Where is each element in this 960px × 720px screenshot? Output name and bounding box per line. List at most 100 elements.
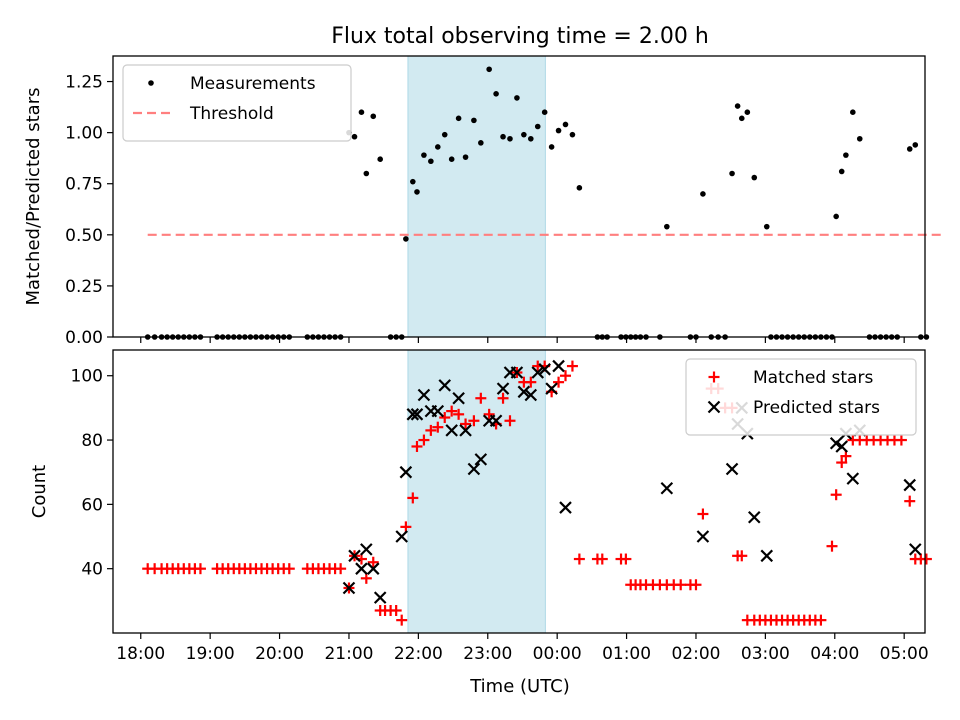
- measurement-point: [410, 178, 416, 185]
- x-tick-label: 21:00: [324, 644, 373, 664]
- x-tick-label: 19:00: [186, 644, 235, 664]
- legend-dot-icon: [148, 80, 154, 86]
- predicted-star-point: [410, 408, 424, 421]
- bottom-legend: Matched stars Predicted stars: [685, 358, 917, 436]
- measurement-point: [856, 135, 863, 142]
- predicted-star-point: [835, 440, 848, 453]
- matched-star-point: [468, 415, 480, 427]
- predicted-star-point: [395, 530, 408, 543]
- measurement-point: [734, 103, 741, 109]
- top-legend: Measurements Threshold: [122, 64, 352, 142]
- predicted-star-point: [760, 549, 774, 563]
- measurement-point: [363, 170, 370, 177]
- measurement-point: [493, 91, 499, 97]
- measurement-point: [403, 236, 409, 242]
- bottom-data-marks: [142, 359, 932, 626]
- matched-star-point: [194, 563, 206, 575]
- measurement-point: [500, 133, 506, 140]
- matched-star-point: [697, 508, 709, 520]
- measurement-point: [471, 117, 477, 124]
- y-tick-label: 0.00: [65, 328, 103, 348]
- predicted-star-point: [545, 382, 558, 395]
- predicted-star-point: [467, 462, 481, 476]
- bottom-y-ticks: 40 60 80 100: [71, 367, 113, 580]
- measurement-point: [486, 66, 492, 73]
- predicted-star-point: [452, 391, 465, 405]
- predicted-star-point: [366, 562, 380, 575]
- predicted-star-point: [342, 581, 356, 595]
- predicted-star-point: [747, 510, 761, 524]
- legend-label: Matched stars: [753, 368, 873, 388]
- matched-star-point: [418, 434, 430, 446]
- matched-star-point: [553, 376, 565, 388]
- predicted-star-point: [696, 530, 710, 543]
- predicted-star-point: [524, 388, 538, 402]
- measurement-point: [833, 213, 839, 220]
- measurement-point: [428, 158, 434, 165]
- predicted-star-point: [909, 543, 922, 556]
- matched-star-point: [497, 392, 509, 404]
- matched-star-point: [446, 405, 458, 417]
- matched-star-point: [475, 392, 487, 404]
- predicted-star-point: [348, 549, 361, 563]
- measurement-point: [514, 95, 520, 101]
- matched-star-point: [483, 408, 495, 420]
- measurement-point: [435, 144, 441, 150]
- legend-x-icon: [707, 400, 721, 414]
- predicted-star-point: [489, 414, 503, 428]
- bottom-panel: 40 60 80 100 18:00 19:00 20:00 21:00 22:00 23:00…: [29, 349, 932, 697]
- measurement-point: [576, 185, 583, 191]
- measurement-point: [912, 142, 919, 148]
- matched-star-point: [390, 604, 402, 616]
- matched-star-point: [439, 412, 451, 424]
- x-tick-label: 20:00: [255, 644, 304, 664]
- legend-box: [122, 64, 352, 142]
- matched-star-point: [675, 579, 687, 591]
- x-tick-label: 02:00: [671, 644, 720, 664]
- legend-label: Threshold: [189, 104, 274, 124]
- y-tick-label: 0.25: [65, 277, 103, 297]
- measurement-point: [548, 144, 555, 150]
- x-tick-label: 00:00: [533, 644, 582, 664]
- measurement-point: [527, 135, 534, 142]
- measurement-point: [421, 152, 427, 158]
- measurement-point: [850, 109, 856, 115]
- measurement-point: [906, 146, 913, 152]
- measurement-point: [541, 109, 548, 115]
- measurement-point: [448, 156, 455, 163]
- predicted-star-point: [360, 543, 373, 556]
- matched-star-point: [432, 421, 444, 433]
- matched-star-point: [573, 553, 585, 565]
- matched-star-point: [367, 556, 379, 568]
- measurement-point: [478, 140, 484, 146]
- measurement-point: [370, 113, 377, 120]
- matched-star-point: [559, 370, 571, 382]
- measurement-point: [455, 115, 462, 122]
- measurement-point: [738, 115, 745, 122]
- predicted-star-point: [538, 363, 551, 376]
- x-tick-label: 05:00: [880, 644, 929, 664]
- matched-star-point: [453, 408, 465, 420]
- matched-star-point: [920, 553, 932, 565]
- measurement-point: [555, 127, 562, 134]
- y-tick-label: 0.50: [65, 226, 103, 246]
- y-tick-label: 1.00: [65, 124, 103, 144]
- top-panel: 0.00 0.25 0.50 0.75 1.00 1.25 Matched/Predict…: [23, 55, 943, 348]
- measurement-point: [562, 121, 569, 128]
- predicted-star-point: [417, 388, 431, 402]
- measurement-point: [729, 170, 735, 177]
- predicted-star-point: [474, 453, 488, 466]
- measurement-point: [751, 174, 758, 181]
- matched-star-point: [411, 440, 423, 452]
- top-y-axis-label: Matched/Predicted stars: [23, 88, 44, 306]
- matched-star-point: [335, 563, 347, 575]
- measurement-point: [664, 223, 670, 230]
- measurement-point: [700, 191, 706, 197]
- x-tick-label: 04:00: [810, 644, 859, 664]
- x-tick-label: 23:00: [463, 644, 512, 664]
- predicted-star-point: [373, 591, 387, 604]
- x-tick-label: 18:00: [116, 644, 165, 664]
- predicted-star-point: [445, 424, 458, 437]
- predicted-star-point: [725, 462, 739, 476]
- predicted-star-point: [660, 482, 674, 495]
